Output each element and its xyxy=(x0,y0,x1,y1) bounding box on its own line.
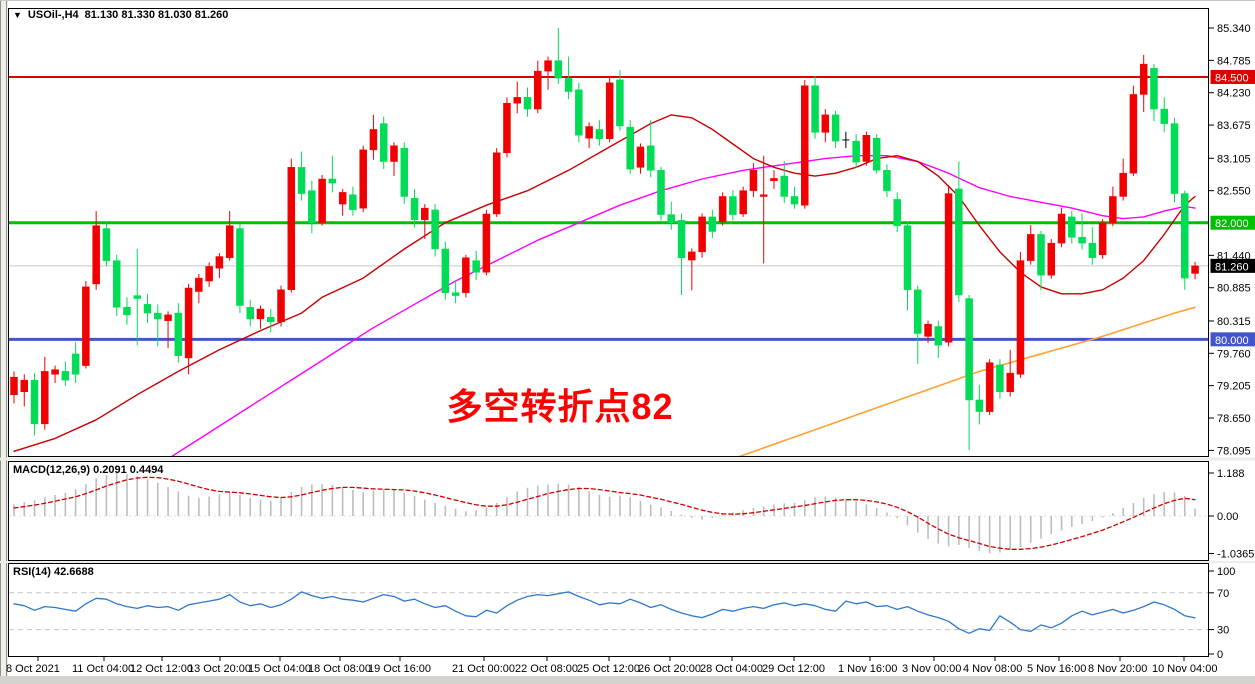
svg-text:19 Oct 16:00: 19 Oct 16:00 xyxy=(368,663,431,675)
svg-text:80.315: 80.315 xyxy=(1217,316,1251,328)
svg-text:80.885: 80.885 xyxy=(1217,283,1251,295)
svg-text:1 Nov 16:00: 1 Nov 16:00 xyxy=(838,663,897,675)
svg-text:21 Oct 00:00: 21 Oct 00:00 xyxy=(452,663,515,675)
svg-text:78.095: 78.095 xyxy=(1217,445,1251,457)
svg-text:84.500: 84.500 xyxy=(1215,72,1249,84)
price-axis: 85.34084.78584.23083.67583.10582.55081.4… xyxy=(1209,23,1251,457)
svg-text:0.00: 0.00 xyxy=(1217,511,1238,523)
svg-text:80.000: 80.000 xyxy=(1215,335,1249,347)
svg-text:12 Oct 12:00: 12 Oct 12:00 xyxy=(130,663,193,675)
svg-text:84.785: 84.785 xyxy=(1217,55,1251,67)
svg-text:25 Oct 12:00: 25 Oct 12:00 xyxy=(577,663,640,675)
svg-text:5 Nov 16:00: 5 Nov 16:00 xyxy=(1027,663,1086,675)
ma-slow-orange-line xyxy=(738,306,1196,456)
rsi-panel[interactable] xyxy=(9,591,1208,634)
macd-axis: 1.188 0.00 -1.0365 xyxy=(1209,468,1254,561)
svg-text:70: 70 xyxy=(1217,588,1229,600)
chart-title: ▼ USOil-,H4 81.130 81.330 81.030 81.260 xyxy=(13,9,228,21)
svg-text:-1.0365: -1.0365 xyxy=(1217,549,1254,561)
svg-text:100: 100 xyxy=(1217,566,1235,578)
svg-text:28 Oct 04:00: 28 Oct 04:00 xyxy=(700,663,763,675)
symbol-period-label: USOil-,H4 xyxy=(27,9,79,21)
text-annotation[interactable]: 多空转折点82 xyxy=(446,386,674,427)
svg-text:83.675: 83.675 xyxy=(1217,120,1251,132)
candlesticks xyxy=(10,28,1199,451)
svg-text:10 Nov 04:00: 10 Nov 04:00 xyxy=(1152,663,1217,675)
svg-text:13 Oct 20:00: 13 Oct 20:00 xyxy=(188,663,251,675)
svg-text:83.105: 83.105 xyxy=(1217,153,1251,165)
rsi-axis: 100 70 30 0 xyxy=(1209,566,1235,661)
ohlc-values: 81.130 81.330 81.030 81.260 xyxy=(84,9,229,21)
svg-text:79.760: 79.760 xyxy=(1217,348,1251,360)
price-badges: 84.500 82.000 81.260 80.000 xyxy=(1210,69,1255,347)
svg-text:84.230: 84.230 xyxy=(1217,88,1251,100)
svg-text:78.650: 78.650 xyxy=(1217,413,1251,425)
svg-text:82.550: 82.550 xyxy=(1217,186,1251,198)
svg-text:4 Nov 08:00: 4 Nov 08:00 xyxy=(963,663,1022,675)
rsi-indicator-label: RSI(14) 42.6688 xyxy=(13,566,94,578)
svg-text:18 Oct 08:00: 18 Oct 08:00 xyxy=(308,663,371,675)
svg-text:3 Nov 00:00: 3 Nov 00:00 xyxy=(902,663,961,675)
svg-text:26 Oct 20:00: 26 Oct 20:00 xyxy=(638,663,701,675)
macd-indicator-label: MACD(12,26,9) 0.2091 0.4494 xyxy=(13,464,164,476)
svg-text:0: 0 xyxy=(1217,649,1223,661)
svg-text:15 Oct 04:00: 15 Oct 04:00 xyxy=(248,663,311,675)
macd-panel[interactable] xyxy=(9,472,1208,554)
svg-text:82.000: 82.000 xyxy=(1215,218,1249,230)
svg-text:22 Oct 08:00: 22 Oct 08:00 xyxy=(515,663,578,675)
symbol-dropdown-icon[interactable]: ▼ xyxy=(13,10,22,20)
svg-text:79.205: 79.205 xyxy=(1217,381,1251,393)
svg-text:29 Oct 12:00: 29 Oct 12:00 xyxy=(762,663,825,675)
svg-text:11 Oct 04:00: 11 Oct 04:00 xyxy=(72,663,134,675)
svg-text:8 Oct 2021: 8 Oct 2021 xyxy=(6,663,60,675)
svg-text:8 Nov 20:00: 8 Nov 20:00 xyxy=(1088,663,1147,675)
svg-text:1.188: 1.188 xyxy=(1217,468,1245,480)
svg-text:85.340: 85.340 xyxy=(1217,23,1251,35)
svg-text:81.260: 81.260 xyxy=(1215,261,1249,273)
svg-text:30: 30 xyxy=(1217,625,1229,637)
